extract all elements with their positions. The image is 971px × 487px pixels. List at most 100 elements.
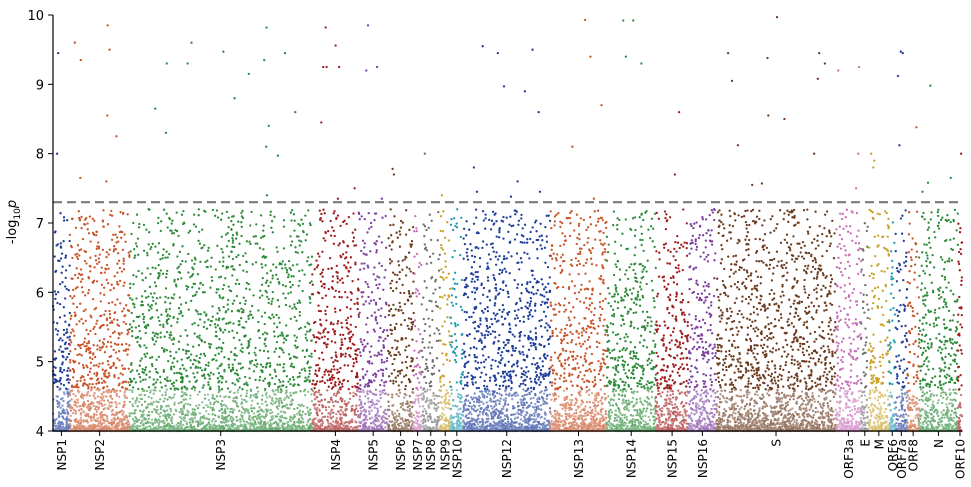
data-point: [301, 410, 304, 413]
data-point: [308, 222, 312, 225]
data-point: [77, 362, 81, 365]
data-point: [136, 237, 140, 240]
data-point: [317, 391, 320, 394]
data-point: [53, 358, 57, 361]
data-point: [332, 411, 335, 414]
data-point: [287, 396, 290, 399]
data-point: [169, 302, 172, 305]
data-point: [266, 350, 270, 353]
data-point: [313, 393, 316, 397]
data-point: [172, 384, 175, 388]
data-point: [125, 348, 128, 351]
data-point: [85, 364, 88, 367]
data-point: [131, 298, 134, 301]
data-point: [87, 404, 90, 408]
data-point: [95, 409, 98, 412]
data-point: [215, 291, 218, 294]
data-point: [331, 415, 335, 418]
data-point: [281, 348, 284, 352]
data-point: [271, 397, 274, 400]
data-point: [347, 261, 350, 264]
data-point: [132, 221, 135, 225]
data-point: [209, 343, 213, 346]
data-point: [264, 366, 267, 369]
data-point: [338, 295, 341, 299]
data-point: [55, 244, 58, 247]
data-point: [179, 303, 183, 306]
data-point: [116, 280, 119, 284]
data-point: [69, 317, 72, 320]
data-point: [232, 223, 235, 226]
data-point: [203, 397, 207, 400]
data-point: [298, 239, 301, 242]
data-point: [79, 379, 82, 382]
data-point: [82, 322, 85, 325]
data-point: [170, 324, 173, 328]
data-point: [92, 428, 95, 431]
data-point: [134, 425, 137, 428]
data-point: [225, 405, 228, 408]
data-point: [74, 394, 77, 398]
data-point: [69, 338, 72, 342]
data-point: [211, 358, 214, 361]
data-point: [146, 414, 149, 417]
data-point: [63, 412, 66, 415]
data-point: [256, 414, 260, 417]
data-point: [275, 313, 278, 317]
data-point: [339, 346, 342, 350]
data-point: [95, 230, 98, 233]
data-point: [245, 392, 248, 395]
data-point: [241, 366, 245, 369]
data-point: [181, 314, 184, 317]
data-point: [170, 427, 173, 430]
data-point: [285, 385, 288, 389]
data-point: [380, 358, 383, 362]
data-point: [258, 246, 262, 250]
data-point: [383, 276, 386, 279]
data-point: [327, 385, 330, 388]
data-point: [271, 389, 274, 392]
data-point: [307, 256, 310, 259]
data-point: [270, 302, 273, 306]
data-point: [110, 401, 113, 404]
data-point: [98, 401, 102, 405]
data-point: [187, 349, 190, 353]
data-point: [214, 330, 218, 334]
data-point: [209, 371, 213, 374]
data-point: [155, 296, 159, 300]
data-point: [253, 363, 256, 367]
data-point: [150, 304, 153, 307]
data-point: [220, 388, 224, 391]
data-point: [96, 245, 99, 248]
data-point: [331, 420, 335, 423]
data-point: [248, 414, 251, 418]
data-point: [169, 350, 172, 353]
data-point: [301, 418, 304, 421]
data-point: [227, 285, 230, 288]
data-point: [92, 402, 95, 405]
data-point: [68, 335, 71, 338]
data-point: [177, 270, 181, 274]
data-point: [290, 275, 293, 278]
data-point: [353, 413, 356, 416]
data-point: [249, 389, 253, 393]
data-point: [93, 308, 96, 311]
data-point: [166, 379, 170, 383]
data-point: [329, 322, 333, 326]
data-point: [333, 392, 336, 395]
data-point: [151, 331, 155, 334]
data-point: [94, 332, 97, 336]
data-point: [297, 417, 301, 421]
data-point: [305, 339, 309, 342]
data-point: [166, 256, 169, 259]
data-point: [238, 242, 241, 245]
data-point: [249, 396, 252, 399]
data-point: [224, 421, 227, 424]
data-point: [218, 296, 222, 299]
data-point: [62, 306, 65, 309]
data-point: [167, 404, 170, 407]
data-point: [211, 413, 214, 416]
data-point: [147, 324, 150, 327]
data-point: [207, 246, 210, 250]
data-point: [324, 239, 327, 242]
